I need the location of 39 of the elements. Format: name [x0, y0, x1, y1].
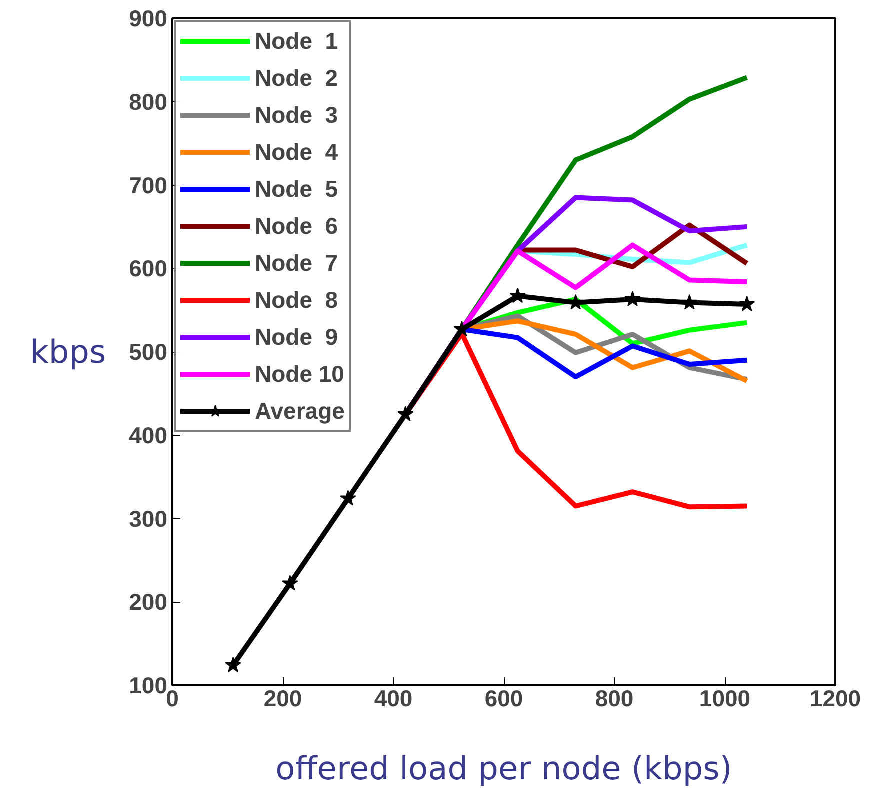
x-tick-label: 0	[166, 686, 179, 712]
point	[398, 406, 414, 422]
legend-label: Node 7	[255, 248, 338, 278]
legend-label: Node 10	[255, 360, 344, 388]
y-tick-label: 500	[129, 339, 168, 365]
y-tick-label: 400	[129, 422, 168, 448]
legend-label: Node 2	[255, 64, 338, 92]
point	[454, 320, 470, 336]
x-tick-label: 800	[595, 686, 634, 712]
point	[624, 290, 641, 306]
y-tick-label: 800	[129, 88, 168, 115]
point	[568, 294, 584, 310]
legend-label: Node 5	[255, 174, 338, 204]
legend-label: Node 3	[255, 100, 338, 130]
y-tick-label: 600	[129, 256, 168, 282]
x-tick-label: 200	[264, 686, 302, 712]
y-tick-label: 200	[129, 589, 168, 616]
point	[282, 575, 298, 591]
legend-label: Node 9	[255, 322, 338, 352]
point	[225, 656, 242, 672]
point	[682, 294, 698, 310]
legend-label: Node 6	[255, 212, 338, 240]
x-axis-title: offered load per node (kbps)	[276, 750, 732, 788]
point	[738, 296, 756, 312]
legend-label: Average	[255, 396, 345, 426]
legend-label: Node 1	[255, 26, 338, 56]
legend-label: Node 8	[255, 286, 338, 314]
y-tick-label: 100	[129, 672, 168, 698]
y-tick-label: 900	[129, 6, 168, 32]
legend-label: Node 4	[255, 138, 338, 166]
point	[340, 490, 356, 506]
x-tick-label: 1000	[699, 686, 751, 712]
x-tick-label: 400	[374, 686, 413, 712]
x-tick-label: 600	[484, 686, 524, 712]
y-tick-label: 300	[129, 506, 168, 532]
x-tick-label: 1200	[810, 686, 862, 712]
y-tick-label: 700	[129, 172, 168, 198]
point	[510, 288, 526, 304]
y-axis-title: kbps	[30, 333, 106, 371]
